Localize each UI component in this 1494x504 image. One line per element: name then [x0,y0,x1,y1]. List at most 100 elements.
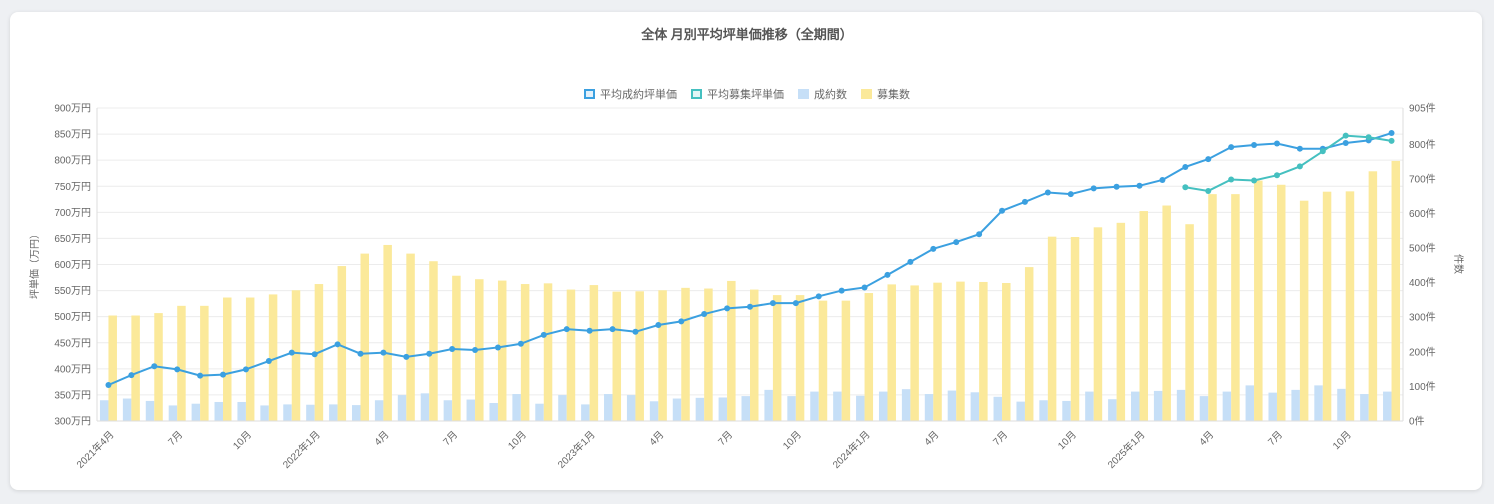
bar-contract-count[interactable] [443,400,453,421]
point-avg-contract-price[interactable] [747,303,753,310]
point-avg-contract-price[interactable] [197,372,204,379]
point-avg-listing-price[interactable] [1388,137,1395,144]
bar-contract-count[interactable] [1291,389,1300,421]
bar-listing-count[interactable] [727,280,736,421]
bar-contract-count[interactable] [856,395,865,421]
bar-listing-count[interactable] [1093,227,1103,421]
bar-contract-count[interactable] [1268,392,1277,421]
bar-listing-count[interactable] [1047,236,1057,421]
point-avg-contract-price[interactable] [1342,139,1349,146]
bar-contract-count[interactable] [122,398,132,421]
bar-listing-count[interactable] [1276,184,1286,421]
bar-contract-count[interactable] [993,396,1003,421]
point-avg-contract-price[interactable] [174,366,181,373]
bar-contract-count[interactable] [626,395,636,421]
point-avg-contract-price[interactable] [1251,142,1258,149]
bar-contract-count[interactable] [1360,394,1369,421]
point-avg-contract-price[interactable] [769,300,776,307]
point-avg-contract-price[interactable] [655,322,662,329]
point-avg-contract-price[interactable] [311,351,318,358]
bar-contract-count[interactable] [718,397,728,421]
bar-contract-count[interactable] [1222,391,1232,421]
bar-listing-count[interactable] [131,315,140,421]
bar-contract-count[interactable] [397,395,407,421]
bar-listing-count[interactable] [681,287,690,421]
bar-listing-count[interactable] [1208,194,1217,421]
bar-listing-count[interactable] [1231,194,1240,421]
bar-contract-count[interactable] [466,399,476,421]
bar-contract-count[interactable] [1062,400,1071,421]
point-avg-listing-price[interactable] [1251,177,1258,184]
bar-contract-count[interactable] [1153,390,1163,421]
bar-listing-count[interactable] [864,293,874,421]
point-avg-contract-price[interactable] [1182,163,1189,170]
point-avg-listing-price[interactable] [1273,172,1280,179]
bar-listing-count[interactable] [1162,205,1171,421]
bar-contract-count[interactable] [351,405,361,421]
bar-contract-count[interactable] [329,404,338,421]
bar-listing-count[interactable] [979,281,988,421]
bar-contract-count[interactable] [535,403,544,421]
point-avg-listing-price[interactable] [1228,176,1235,183]
point-avg-contract-price[interactable] [838,287,845,294]
bar-listing-count[interactable] [1002,283,1011,421]
bar-contract-count[interactable] [168,405,178,421]
bar-contract-count[interactable] [695,397,705,421]
point-avg-contract-price[interactable] [884,271,891,278]
point-avg-contract-price[interactable] [1067,191,1074,198]
bar-contract-count[interactable] [924,394,934,421]
point-avg-contract-price[interactable] [1228,144,1235,151]
bar-contract-count[interactable] [1085,391,1094,421]
bar-contract-count[interactable] [1314,385,1323,421]
legend-item-listing-count[interactable]: 募集数 [861,86,910,102]
bar-listing-count[interactable] [543,283,553,421]
bar-listing-count[interactable] [429,261,438,421]
point-avg-contract-price[interactable] [1388,130,1395,137]
point-avg-contract-price[interactable] [288,349,295,356]
bar-contract-count[interactable] [1108,399,1117,421]
point-avg-contract-price[interactable] [632,328,639,335]
bar-contract-count[interactable] [810,391,819,421]
bar-listing-count[interactable] [223,297,232,421]
bar-contract-count[interactable] [833,391,842,421]
bar-listing-count[interactable] [635,291,644,421]
bar-contract-count[interactable] [374,400,384,421]
point-avg-contract-price[interactable] [1159,176,1166,183]
point-avg-contract-price[interactable] [472,347,479,354]
bar-contract-count[interactable] [970,392,980,421]
point-avg-contract-price[interactable] [151,363,158,370]
bar-contract-count[interactable] [1131,391,1140,421]
point-avg-contract-price[interactable] [953,239,960,246]
bar-contract-count[interactable] [558,395,567,421]
bar-contract-count[interactable] [512,394,521,421]
bar-contract-count[interactable] [741,396,751,421]
point-avg-contract-price[interactable] [105,382,112,389]
point-avg-contract-price[interactable] [1090,185,1097,192]
bar-listing-count[interactable] [956,281,965,421]
legend-item-avg-contract-price[interactable]: 平均成約坪単価 [584,86,677,102]
bar-listing-count[interactable] [1070,237,1080,421]
point-avg-contract-price[interactable] [426,350,433,357]
point-avg-contract-price[interactable] [1296,145,1303,152]
bar-contract-count[interactable] [672,398,682,421]
bar-listing-count[interactable] [268,294,278,421]
bar-listing-count[interactable] [1322,191,1332,421]
point-avg-listing-price[interactable] [1365,134,1372,141]
bar-contract-count[interactable] [283,404,292,421]
point-avg-contract-price[interactable] [265,358,272,365]
point-avg-contract-price[interactable] [930,245,937,252]
bar-listing-count[interactable] [337,266,347,421]
bar-contract-count[interactable] [878,391,888,421]
bar-contract-count[interactable] [581,404,590,421]
point-avg-contract-price[interactable] [701,311,708,318]
bar-listing-count[interactable] [177,305,186,421]
bar-listing-count[interactable] [497,280,507,421]
bar-contract-count[interactable] [1039,400,1048,421]
bar-listing-count[interactable] [589,285,599,421]
point-avg-contract-price[interactable] [449,346,456,353]
point-avg-contract-price[interactable] [586,327,593,334]
point-avg-contract-price[interactable] [1113,183,1120,190]
point-avg-contract-price[interactable] [1044,189,1051,196]
bar-contract-count[interactable] [649,401,659,421]
bar-listing-count[interactable] [772,295,782,421]
